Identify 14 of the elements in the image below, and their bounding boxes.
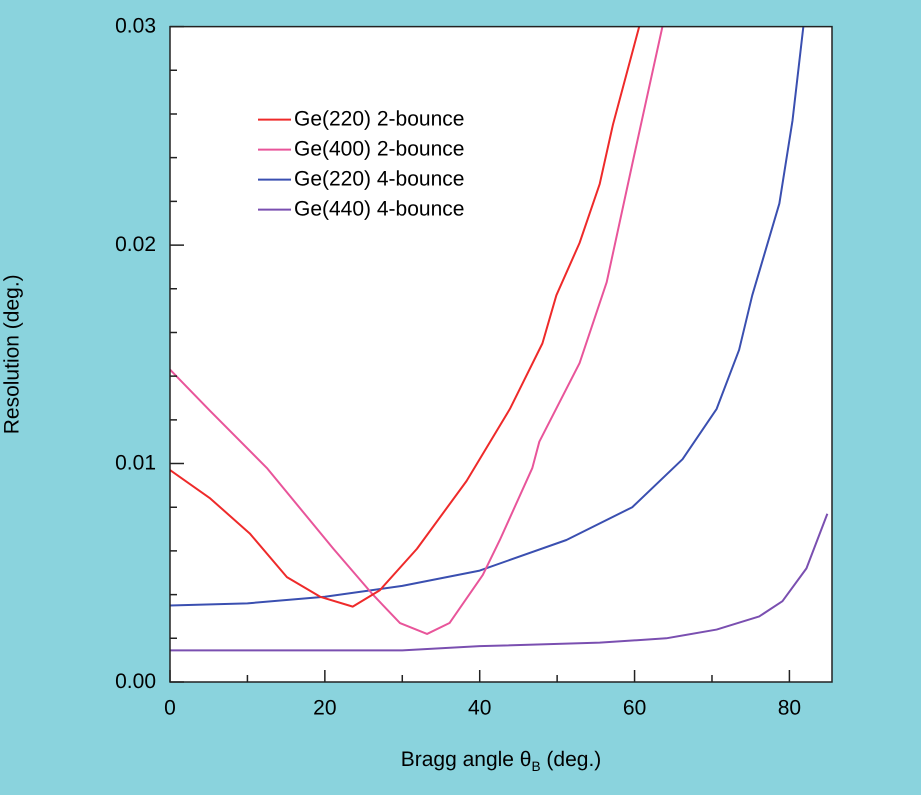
y-tick-label: 0.03: [115, 14, 156, 38]
x-tick-label: 40: [468, 696, 492, 720]
legend-label: Ge(220) 2-bounce: [294, 107, 464, 130]
legend-label: Ge(440) 4-bounce: [294, 197, 464, 220]
x-tick-label: 60: [622, 696, 646, 720]
y-tick-label: 0.00: [115, 670, 156, 693]
x-tick-label: 0: [164, 696, 176, 720]
x-tick-label: 20: [313, 696, 337, 720]
y-tick-label: 0.01: [115, 451, 156, 474]
legend-label: Ge(220) 4-bounce: [294, 167, 464, 190]
y-tick-label: 0.02: [115, 232, 156, 256]
y-axis-title: Resolution (deg.): [0, 274, 24, 434]
legend-label: Ge(400) 2-bounce: [294, 137, 464, 160]
x-tick-label: 80: [778, 696, 802, 720]
